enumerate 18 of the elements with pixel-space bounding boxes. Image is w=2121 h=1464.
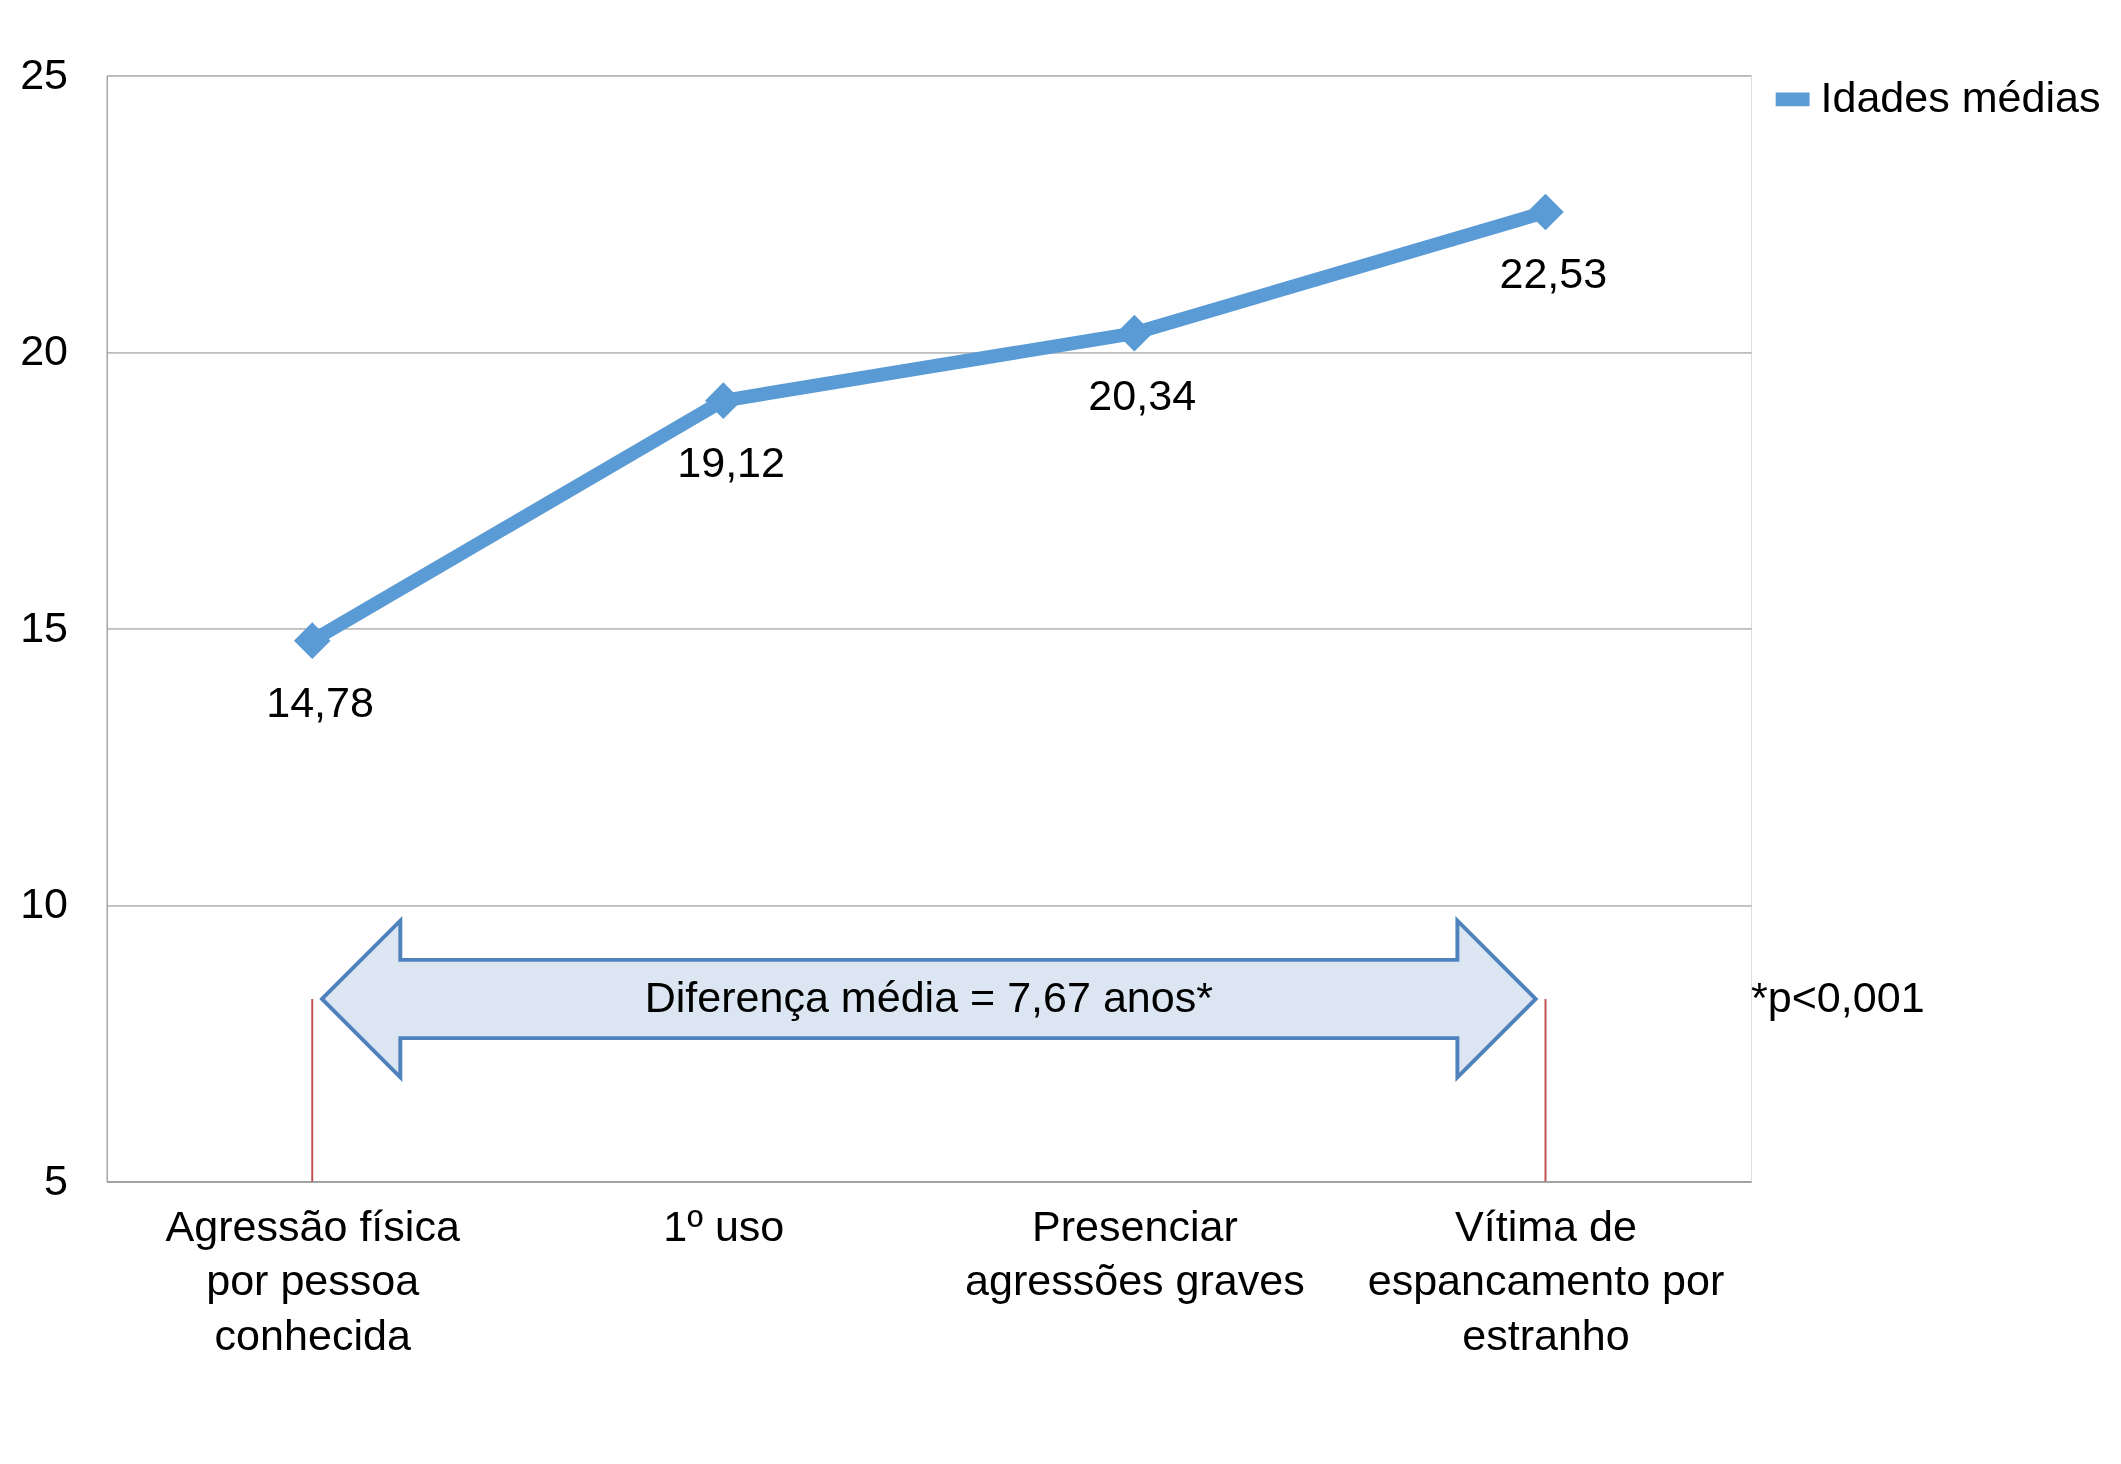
x-tick-label: Vítima de espancamento por estranho: [1367, 1201, 1725, 1360]
data-label: 20,34: [1088, 370, 1197, 419]
data-label: 14,78: [266, 677, 374, 726]
y-tick-label: 25: [20, 49, 69, 98]
x-tick-label: Presenciar agressões graves: [965, 1201, 1305, 1305]
point: [1527, 193, 1564, 231]
annotation: *p<0,001: [1751, 972, 1925, 1021]
y-tick-label: 5: [44, 1155, 69, 1204]
legend-label: Idades médias: [1820, 73, 2101, 122]
data-label: 22,53: [1499, 249, 1608, 298]
x-tick-label: 1º uso: [663, 1201, 785, 1250]
point: [293, 622, 331, 659]
y-tick-label: 15: [20, 602, 69, 651]
x-tick-label: Agressão física por pessoa conhecida: [165, 1201, 460, 1360]
data-label: 19,12: [677, 437, 786, 486]
annotation: Diferença média = 7,67 anos*: [644, 972, 1214, 1021]
y-tick-label: 20: [20, 326, 69, 375]
y-tick-label: 10: [20, 879, 69, 928]
